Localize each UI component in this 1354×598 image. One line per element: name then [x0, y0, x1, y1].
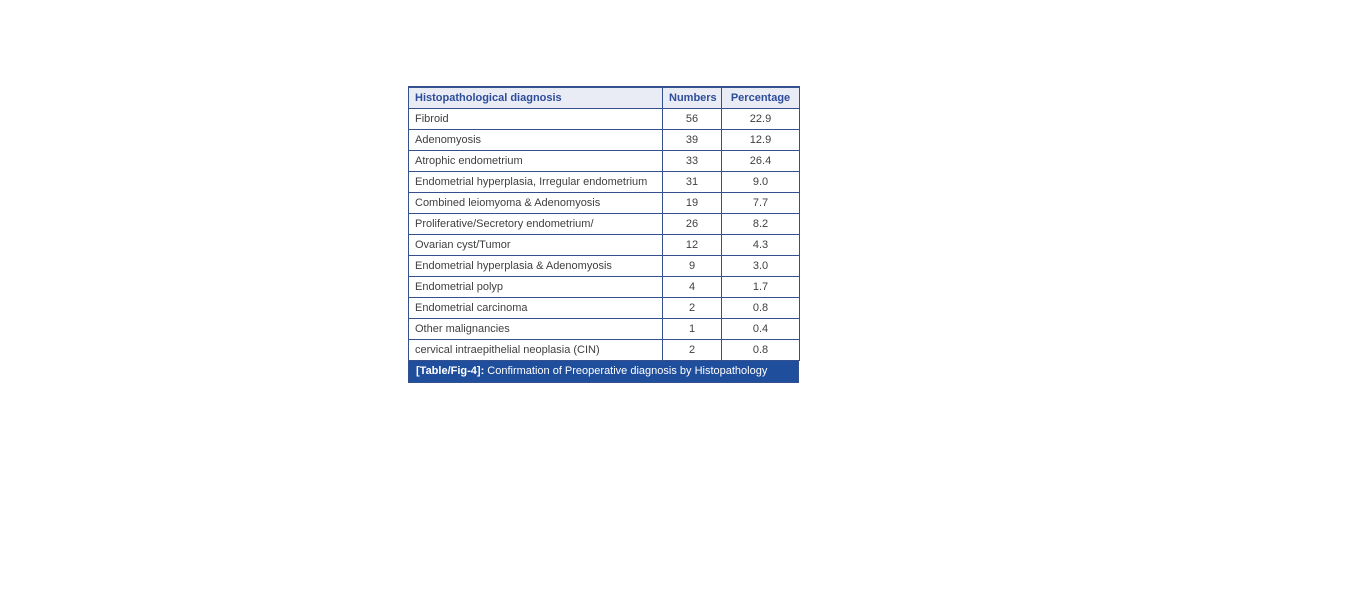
table-row: Other malignancies 1 0.4: [408, 317, 800, 340]
table-row: Ovarian cyst/Tumor 12 4.3: [408, 233, 800, 256]
percentage-cell: 1.7: [721, 275, 800, 298]
table-row: Combined leiomyoma & Adenomyosis 19 7.7: [408, 191, 800, 214]
diagnosis-cell: Other malignancies: [408, 317, 663, 340]
table-row: Proliferative/Secretory endometrium/ 26 …: [408, 212, 800, 235]
numbers-cell: 9: [662, 254, 722, 277]
percentage-cell: 9.0: [721, 170, 800, 193]
histopathology-table-figure: Histopathological diagnosis Numbers Perc…: [408, 86, 800, 383]
diagnosis-cell: Combined leiomyoma & Adenomyosis: [408, 191, 663, 214]
diagnosis-cell: Proliferative/Secretory endometrium/: [408, 212, 663, 235]
table-row: Endometrial carcinoma 2 0.8: [408, 296, 800, 319]
numbers-cell: 12: [662, 233, 722, 256]
numbers-cell: 4: [662, 275, 722, 298]
diagnosis-cell: Endometrial hyperplasia, Irregular endom…: [408, 170, 663, 193]
table-row: Atrophic endometrium 33 26.4: [408, 149, 800, 172]
table-row: Endometrial hyperplasia & Adenomyosis 9 …: [408, 254, 800, 277]
histopathology-table: Histopathological diagnosis Numbers Perc…: [408, 86, 800, 361]
diagnosis-cell: cervical intraepithelial neoplasia (CIN): [408, 338, 663, 361]
numbers-cell: 56: [662, 107, 722, 130]
percentage-cell: 3.0: [721, 254, 800, 277]
table-row: cervical intraepithelial neoplasia (CIN)…: [408, 338, 800, 361]
numbers-cell: 33: [662, 149, 722, 172]
percentage-cell: 8.2: [721, 212, 800, 235]
percentage-cell: 4.3: [721, 233, 800, 256]
numbers-cell: 1: [662, 317, 722, 340]
numbers-cell: 39: [662, 128, 722, 151]
numbers-cell: 2: [662, 338, 722, 361]
diagnosis-cell: Endometrial hyperplasia & Adenomyosis: [408, 254, 663, 277]
percentage-cell: 0.8: [721, 296, 800, 319]
percentage-cell: 22.9: [721, 107, 800, 130]
column-header-percentage: Percentage: [721, 86, 800, 109]
table-caption: [Table/Fig-4]: Confirmation of Preoperat…: [408, 360, 799, 383]
table-row: Fibroid 56 22.9: [408, 107, 800, 130]
column-header-numbers: Numbers: [662, 86, 722, 109]
numbers-cell: 26: [662, 212, 722, 235]
table-row: Endometrial polyp 4 1.7: [408, 275, 800, 298]
diagnosis-cell: Fibroid: [408, 107, 663, 130]
diagnosis-cell: Endometrial polyp: [408, 275, 663, 298]
table-header: Histopathological diagnosis Numbers Perc…: [408, 86, 800, 109]
percentage-cell: 0.4: [721, 317, 800, 340]
numbers-cell: 31: [662, 170, 722, 193]
header-row: Histopathological diagnosis Numbers Perc…: [408, 86, 800, 109]
table-body: Fibroid 56 22.9 Adenomyosis 39 12.9 Atro…: [408, 107, 800, 361]
caption-text: Confirmation of Preoperative diagnosis b…: [484, 364, 768, 377]
table-row: Adenomyosis 39 12.9: [408, 128, 800, 151]
percentage-cell: 7.7: [721, 191, 800, 214]
percentage-cell: 12.9: [721, 128, 800, 151]
caption-label: [Table/Fig-4]:: [416, 364, 485, 377]
percentage-cell: 26.4: [721, 149, 800, 172]
numbers-cell: 19: [662, 191, 722, 214]
diagnosis-cell: Ovarian cyst/Tumor: [408, 233, 663, 256]
diagnosis-cell: Endometrial carcinoma: [408, 296, 663, 319]
percentage-cell: 0.8: [721, 338, 800, 361]
diagnosis-cell: Atrophic endometrium: [408, 149, 663, 172]
table-row: Endometrial hyperplasia, Irregular endom…: [408, 170, 800, 193]
numbers-cell: 2: [662, 296, 722, 319]
diagnosis-cell: Adenomyosis: [408, 128, 663, 151]
column-header-diagnosis: Histopathological diagnosis: [408, 86, 663, 109]
